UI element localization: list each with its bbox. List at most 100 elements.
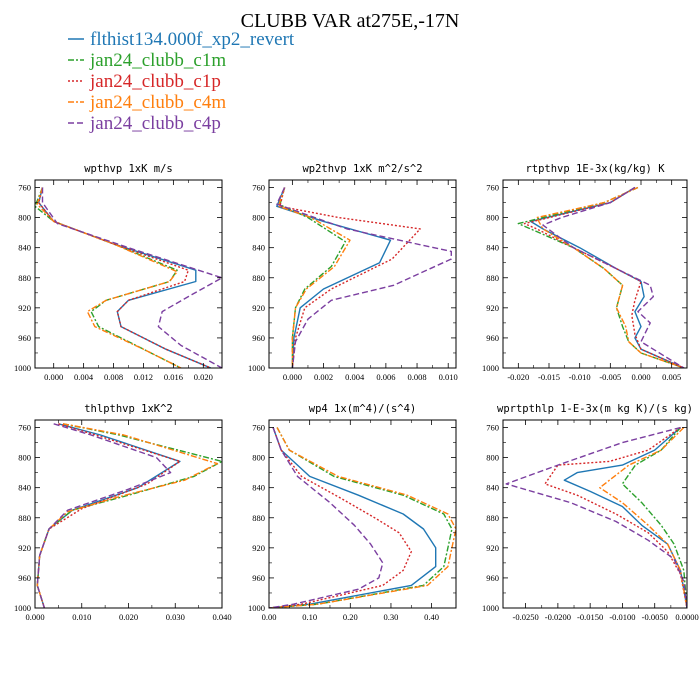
y-tick-label: 920	[486, 543, 499, 553]
panel-title: wprtpthlp 1-E-3x(m kg K)/(s kg)	[497, 403, 693, 415]
y-tick-label: 840	[18, 483, 31, 493]
series-line	[517, 186, 685, 368]
series-group	[36, 423, 222, 608]
panel-title: rtpthvp 1E-3x(kg/kg) K	[525, 163, 665, 175]
y-tick-label: 880	[252, 513, 265, 523]
y-tick-label: 960	[18, 333, 31, 343]
series-line	[529, 186, 685, 368]
y-tick-label: 800	[18, 213, 31, 223]
plot-frame	[268, 419, 457, 609]
series-group	[35, 187, 222, 368]
series-line	[505, 426, 687, 608]
series-line	[36, 423, 222, 608]
x-tick-label: -0.015	[538, 372, 560, 382]
series-line	[269, 427, 384, 608]
series-line	[536, 186, 685, 368]
legend-entry: flthist134.000f_xp2_revert	[68, 29, 295, 50]
x-tick-label: -0.005	[599, 372, 621, 382]
panels: wpthvp 1xK m/s76080084088092096010000.00…	[14, 163, 699, 622]
y-tick-label: 960	[252, 333, 265, 343]
x-tick-label: 0.000	[631, 372, 650, 382]
y-tick-label: 920	[18, 303, 31, 313]
y-tick-label: 840	[252, 483, 265, 493]
y-tick-label: 1000	[248, 603, 265, 613]
series-line	[36, 423, 181, 608]
y-tick-label: 800	[486, 453, 499, 463]
series-group	[269, 427, 456, 608]
plot-frame	[34, 179, 223, 369]
x-tick-label: 0.30	[384, 612, 399, 622]
y-tick-label: 760	[18, 423, 31, 433]
y-tick-label: 1000	[14, 603, 31, 613]
x-tick-label: 0.000	[25, 612, 44, 622]
series-line	[599, 427, 687, 608]
x-tick-label: 0.008	[104, 372, 123, 382]
y-tick-label: 920	[486, 303, 499, 313]
x-tick-label: 0.0000	[675, 612, 698, 622]
x-tick-label: 0.004	[345, 372, 365, 382]
chart-panel: wp2thvp 1xK m^2/s^2 760 800 840 880 920 960 100…	[248, 163, 458, 382]
series-line	[279, 187, 421, 368]
series-line	[279, 187, 347, 368]
series-line	[276, 187, 452, 368]
figure-title: CLUBB VAR at275E,-17N	[241, 10, 460, 32]
x-tick-label: 0.030	[166, 612, 185, 622]
plot-frame	[502, 419, 688, 609]
chart-panel: rtpthvp 1E-3x(kg/kg) K 760 800 840 880 920 960…	[482, 163, 688, 382]
series-line	[563, 426, 687, 608]
x-tick-label: 0.016	[164, 372, 183, 382]
legend-entry: jan24_clubb_c1p	[68, 71, 221, 92]
series-line	[36, 423, 172, 608]
plot-frame	[268, 179, 457, 369]
x-tick-label: 0.10	[302, 612, 317, 622]
series-line	[269, 427, 412, 608]
x-tick-label: -0.0150	[577, 612, 603, 622]
x-tick-label: 0.020	[119, 612, 138, 622]
x-tick-label: 0.40	[424, 612, 439, 622]
series-line	[41, 187, 222, 368]
y-tick-label: 760	[486, 183, 499, 193]
y-tick-label: 880	[252, 273, 265, 283]
x-tick-label: 0.000	[44, 372, 63, 382]
y-tick-label: 920	[252, 543, 265, 553]
panel-title: wpthvp 1xK m/s	[84, 163, 173, 175]
y-tick-label: 840	[252, 243, 265, 253]
series-line	[269, 427, 453, 608]
series-line	[35, 187, 182, 368]
x-tick-label: -0.0100	[609, 612, 635, 622]
y-tick-label: 840	[486, 483, 499, 493]
x-tick-label: 0.020	[194, 372, 213, 382]
y-tick-label: 1000	[482, 603, 499, 613]
chart-panel: wp4 1x(m^4)/(s^4)76080084088092096010000…	[248, 403, 457, 622]
y-tick-label: 800	[18, 453, 31, 463]
y-tick-label: 760	[252, 183, 265, 193]
y-tick-label: 760	[18, 183, 31, 193]
x-tick-label: -0.0200	[545, 612, 571, 622]
series-line	[38, 187, 212, 368]
series-group	[276, 187, 452, 368]
series-line	[276, 187, 392, 368]
series-line	[269, 427, 456, 608]
legend-label: jan24_clubb_c4m	[89, 92, 226, 113]
y-tick-label: 840	[486, 243, 499, 253]
y-tick-label: 840	[18, 243, 31, 253]
legend: flthist134.000f_xp2_revert jan24_clubb_c1…	[68, 29, 295, 134]
x-tick-label: 0.000	[283, 372, 302, 382]
y-tick-label: 1000	[248, 363, 265, 373]
panel-title: wp4 1x(m^4)/(s^4)	[309, 403, 416, 415]
y-tick-label: 760	[486, 423, 499, 433]
chart-panel: wprtpthlp 1-E-3x(m kg K)/(s kg) 760 800 840…	[482, 403, 699, 622]
x-tick-label: 0.00	[262, 612, 277, 622]
y-tick-label: 960	[252, 573, 265, 583]
legend-label: jan24_clubb_c4p	[89, 113, 221, 134]
y-tick-label: 800	[252, 213, 265, 223]
y-tick-label: 760	[252, 423, 265, 433]
x-tick-label: 0.040	[212, 612, 231, 622]
y-tick-label: 1000	[482, 363, 499, 373]
y-tick-label: 800	[252, 453, 265, 463]
x-tick-label: -0.0250	[512, 612, 538, 622]
y-tick-label: 960	[18, 573, 31, 583]
x-tick-label: 0.20	[343, 612, 358, 622]
y-tick-label: 880	[486, 513, 499, 523]
